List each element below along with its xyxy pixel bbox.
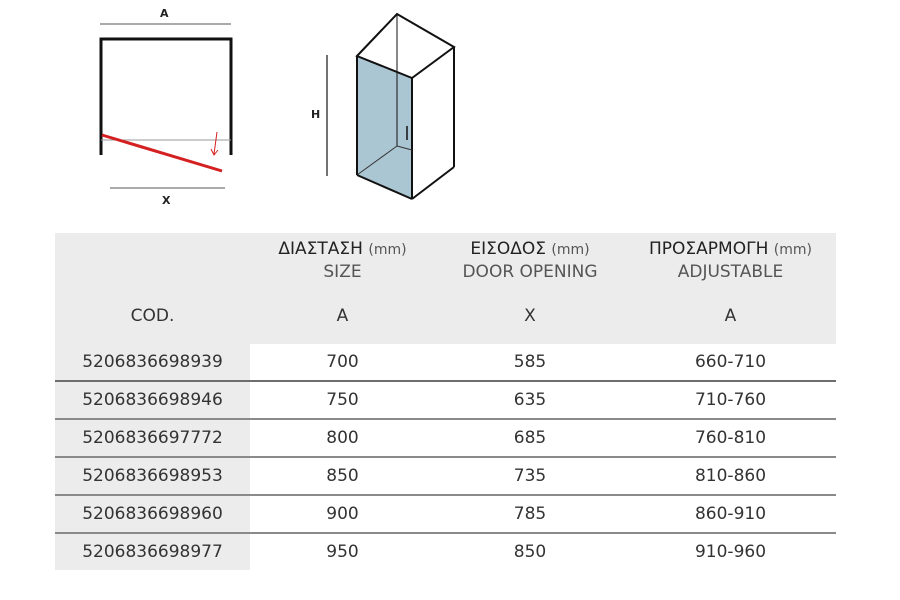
header-opening-greek: ΕΙΣΟΔΟΣ	[470, 239, 547, 259]
cell-adjustable: 660-710	[625, 344, 836, 382]
table-row: 5206836697772 800 685 760-810	[55, 419, 836, 458]
unit: (mm)	[551, 242, 590, 258]
cell-code: 5206836698939	[55, 344, 250, 382]
table-row: 5206836698977 950 850 910-960	[55, 533, 836, 570]
header-size: ΔΙΑΣΤΑΣΗ (mm) SIZE A	[250, 233, 435, 344]
header-size-english: SIZE	[323, 262, 362, 282]
dimensions-table: COD. ΔΙΑΣΤΑΣΗ (mm) SIZE A ΕΙΣΟΔΟΣ (mm) D…	[55, 233, 836, 570]
cell-size: 750	[250, 381, 435, 420]
header-opening-letter: X	[524, 306, 536, 326]
label-x: X	[162, 194, 171, 207]
cell-opening: 585	[435, 344, 625, 382]
header-code: COD.	[55, 233, 250, 344]
header-adjustable: ΠΡΟΣΑΡΜΟΓΗ (mm) ADJUSTABLE A	[625, 233, 836, 344]
table-row: 5206836698960 900 785 860-910	[55, 495, 836, 534]
cell-size: 900	[250, 495, 435, 534]
cell-opening: 735	[435, 457, 625, 496]
cell-code: 5206836698953	[55, 457, 250, 496]
cell-adjustable: 860-910	[625, 495, 836, 534]
cell-size: 950	[326, 542, 359, 562]
label-a: A	[160, 7, 169, 20]
cell-code: 5206836698946	[55, 381, 250, 420]
table-header: COD. ΔΙΑΣΤΑΣΗ (mm) SIZE A ΕΙΣΟΔΟΣ (mm) D…	[55, 233, 836, 344]
cell-opening: 635	[435, 381, 625, 420]
cell-size: 700	[250, 344, 435, 382]
header-size-greek: ΔΙΑΣΤΑΣΗ	[278, 239, 363, 259]
cell-adjustable: 810-860	[625, 457, 836, 496]
table-row: 5206836698953 850 735 810-860	[55, 457, 836, 496]
cell-adjustable: 760-810	[625, 419, 836, 458]
label-h: H	[311, 108, 321, 121]
header-adjustable-greek: ΠΡΟΣΑΡΜΟΓΗ	[649, 239, 769, 259]
table-row: 5206836698939 700 585 660-710	[55, 344, 836, 382]
shower-diagrams	[99, 12, 456, 200]
header-opening: ΕΙΣΟΔΟΣ (mm) DOOR OPENING X	[435, 233, 625, 344]
cell-code: 5206836698977	[55, 533, 250, 570]
header-opening-english: DOOR OPENING	[462, 262, 598, 282]
cell-adjustable: 710-760	[625, 381, 836, 420]
header-adjustable-english: ADJUSTABLE	[677, 262, 784, 282]
cell-size: 850	[250, 457, 435, 496]
table-row: 5206836698946 750 635 710-760	[55, 381, 836, 420]
cell-opening: 785	[435, 495, 625, 534]
cell-opening: 685	[435, 419, 625, 458]
3d-view-diagram	[326, 12, 456, 200]
unit: (mm)	[368, 242, 407, 258]
header-size-letter: A	[336, 306, 349, 326]
arrow-icon	[210, 131, 219, 156]
header-adjustable-letter: A	[724, 306, 737, 326]
cell-code: 5206836697772	[55, 419, 250, 458]
cell-size: 800	[250, 419, 435, 458]
cell-adjustable: 910-960	[694, 542, 767, 562]
cell-opening: 850	[513, 542, 547, 562]
door-swing-line	[101, 133, 223, 173]
top-view-diagram	[99, 23, 233, 189]
cell-code: 5206836698960	[55, 495, 250, 534]
unit: (mm)	[773, 242, 812, 258]
